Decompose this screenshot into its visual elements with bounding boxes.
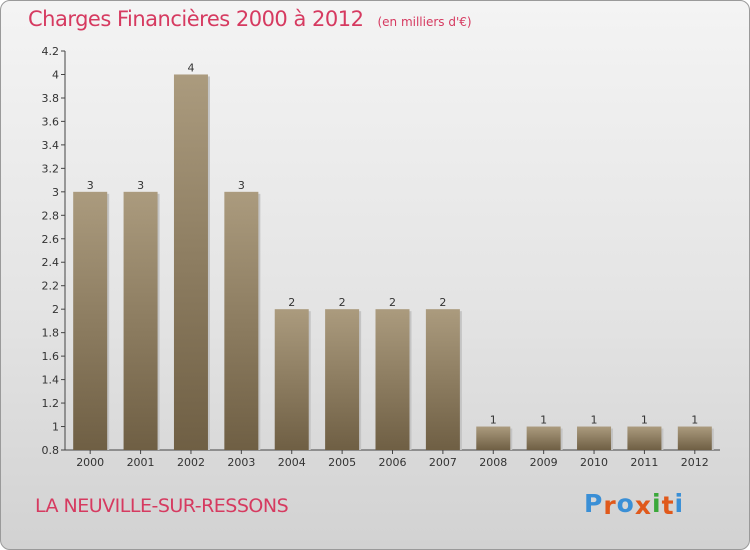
bar-2011	[627, 426, 662, 450]
logo-letter: r	[603, 491, 617, 520]
x-tick-label-2012: 2012	[681, 456, 709, 469]
data-label-2010: 1	[591, 414, 598, 427]
logo-letter: o	[616, 489, 635, 518]
bar-2012	[677, 426, 712, 450]
data-label-2001: 3	[137, 179, 144, 192]
y-tick-label: 3.8	[42, 92, 60, 105]
y-tick-label: 1.6	[42, 350, 60, 363]
y-tick-label: 2.8	[42, 209, 60, 222]
bar-2006	[375, 309, 410, 450]
data-label-2006: 2	[389, 296, 396, 309]
y-tick-label: 2	[52, 303, 59, 316]
logo-letter: t	[661, 491, 675, 520]
x-axis: 2000 2001 2002 2003 2004 2005 2006 2007 2008 2009…	[65, 449, 720, 469]
data-label-2005: 2	[339, 296, 346, 309]
y-tick-label: 2.4	[42, 256, 60, 269]
proxiti-logo[interactable]: Proxiti	[584, 489, 685, 520]
data-label-2012: 1	[691, 414, 698, 427]
x-tick-label-2007: 2007	[429, 456, 457, 469]
bars: 3 3 4 3 2 2 2 2 1 1 1 1 1	[73, 61, 714, 451]
y-tick-label: 3.2	[42, 162, 60, 175]
data-label-2008: 1	[490, 414, 497, 427]
y-tick-label: 3.6	[42, 115, 60, 128]
logo-letter: P	[584, 489, 604, 518]
y-tick-label: 2.2	[42, 280, 60, 293]
chart-title-text: Charges Financières 2000 à 2012	[28, 7, 364, 31]
data-label-2002: 4	[187, 61, 194, 74]
x-tick-label-2002: 2002	[177, 456, 205, 469]
y-tick-label: 3.4	[42, 139, 60, 152]
data-label-2000: 3	[87, 179, 94, 192]
bar-2001	[123, 191, 158, 450]
x-tick-label-2005: 2005	[328, 456, 356, 469]
y-tick-label: 4.2	[42, 45, 60, 58]
y-tick-label: 4	[52, 68, 59, 81]
bar-2008	[476, 426, 511, 450]
y-tick-label: 3	[52, 186, 59, 199]
bar-2005	[325, 309, 360, 450]
x-tick-label-2011: 2011	[630, 456, 658, 469]
chart-subtitle: (en milliers d'€)	[377, 15, 472, 29]
bar-2009	[526, 426, 561, 450]
data-label-2009: 1	[540, 414, 547, 427]
logo-letter: x	[634, 491, 652, 520]
x-tick-label-2003: 2003	[227, 456, 255, 469]
logo-letter: i	[674, 489, 685, 518]
data-label-2004: 2	[288, 296, 295, 309]
x-tick-label-2009: 2009	[530, 456, 558, 469]
bar-2007	[425, 309, 460, 450]
y-tick-label: 1.2	[42, 397, 60, 410]
bar-2010	[577, 426, 612, 450]
bar-2003	[224, 191, 259, 450]
bar-2004	[274, 309, 309, 450]
y-tick-label: 1.8	[42, 327, 60, 340]
logo-letter: i	[652, 489, 662, 518]
x-tick-label-2000: 2000	[76, 456, 104, 469]
x-tick-label-2001: 2001	[127, 456, 155, 469]
data-label-2007: 2	[439, 296, 446, 309]
x-tick-label-2008: 2008	[479, 456, 507, 469]
y-tick-label: 0.8	[42, 444, 60, 457]
data-label-2003: 3	[238, 179, 245, 192]
commune-name: LA NEUVILLE-SUR-RESSONS	[35, 495, 289, 517]
y-axis: 0.8 1 1.2 1.4 1.6 1.8 2 2.2 2.4 2.6 2.8 3 3.2 3.4 3.6 3…	[42, 45, 66, 457]
bar-2000	[73, 191, 108, 450]
y-tick-label: 1.4	[42, 374, 60, 387]
x-tick-label-2006: 2006	[379, 456, 407, 469]
data-label-2011: 1	[641, 414, 648, 427]
chart-title: Charges Financières 2000 à 2012 (en milli…	[28, 7, 472, 31]
y-tick-label: 2.6	[42, 233, 60, 246]
x-tick-label-2010: 2010	[580, 456, 608, 469]
y-tick-label: 1	[52, 421, 59, 434]
x-tick-label-2004: 2004	[278, 456, 306, 469]
bar-2002	[173, 74, 208, 451]
